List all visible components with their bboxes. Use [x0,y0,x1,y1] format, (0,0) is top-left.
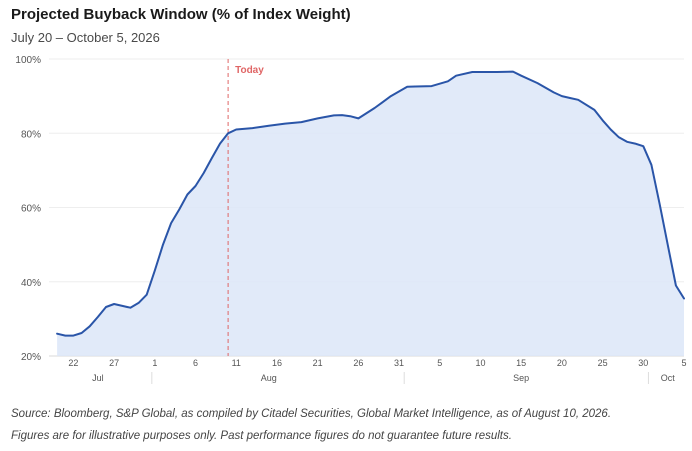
y-axis-ticks: 20% 40% 60% 80% 100% [15,55,41,363]
x-tick-label: 16 [272,358,282,368]
chart-subtitle: July 20 – October 5, 2026 [11,30,160,45]
x-tick-label: 27 [109,358,119,368]
x-tick-label: 11 [232,358,241,368]
source-footnote: Source: Bloomberg, S&P Global, as compil… [11,408,612,420]
x-tick-label: 5 [681,358,686,368]
x-tick-label: 20 [557,358,567,368]
chart-title: Projected Buyback Window (% of Index Wei… [11,6,351,23]
series-line [56,70,685,337]
area-fill [57,71,685,356]
x-tick-label: 5 [437,358,442,368]
x-tick-label: 26 [353,358,363,368]
x-tick-label: 21 [313,358,323,368]
x-tick-label: 15 [516,358,526,368]
x-tick-label: 1 [152,358,157,368]
x-tick-label: 25 [598,358,608,368]
month-label: Oct [661,373,676,383]
buyback-window-chart: Today 20%40%60%80%100% 22 27 1 6 11 16 21 26 31 5… [15,55,687,384]
y-tick-label: 20% [21,352,41,363]
y-tick-label: 80% [21,129,41,140]
x-tick-label: 22 [68,358,78,368]
x-tick-label: 31 [394,358,404,368]
x-axis-months: Jul Aug Sep Oct [92,373,675,383]
x-tick-label: 6 [193,358,198,368]
x-axis-ticks: 22 27 1 6 11 16 21 26 31 5 10 15 20 25 30 5 [68,358,686,368]
y-tick-label: 100% [15,55,41,66]
x-tick-label: 30 [638,358,648,368]
y-tick-label: 60% [21,204,41,215]
y-tick-label: 40% [21,278,41,289]
x-tick-label: 10 [475,358,485,368]
today-label: Today [235,65,264,76]
month-label: Sep [513,373,529,383]
month-label: Aug [261,373,277,383]
disclaimer-footnote: Figures are for illustrative purposes on… [11,430,512,442]
month-label: Jul [92,373,104,383]
